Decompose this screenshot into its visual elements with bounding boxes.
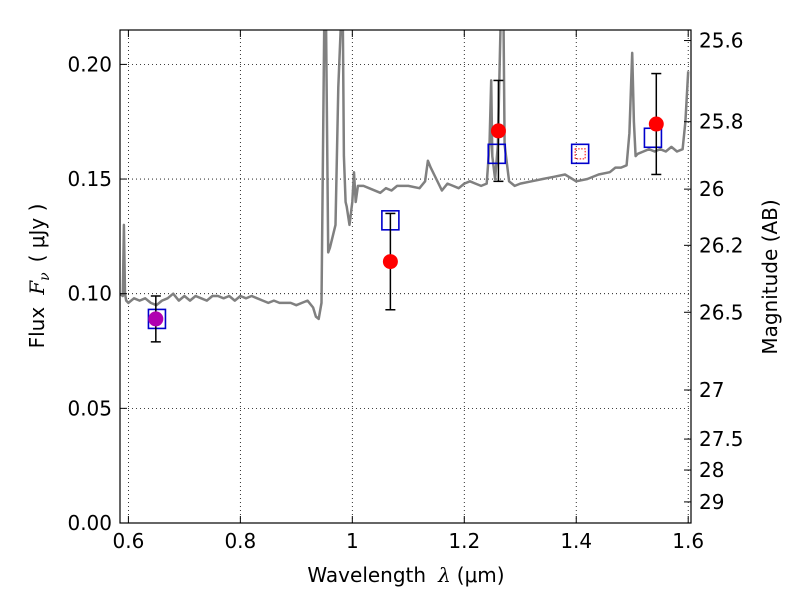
observed-flux-point <box>648 116 664 132</box>
y-tick-label: 0.10 <box>67 282 112 306</box>
x-tick-label: 1.6 <box>672 529 704 553</box>
axis-ticks: 0.6 0.8 1 1.2 1.4 1.6 0.00 0.05 0.10 0.15 0.20 25.6… <box>67 29 743 553</box>
observed-flux-point <box>490 123 506 139</box>
model-spectrum <box>120 30 690 321</box>
y2-tick-label: 26.5 <box>699 300 744 324</box>
x-tick-label: 1 <box>346 529 359 553</box>
y-tick-label: 0.20 <box>67 52 112 76</box>
y-tick-label: 0.05 <box>67 396 112 420</box>
observed-limit-marker <box>574 148 586 160</box>
y2-tick-label: 26 <box>699 177 724 201</box>
model-flux-square <box>487 143 507 165</box>
x-tick-label: 1.2 <box>448 529 480 553</box>
plot-frame <box>119 29 692 524</box>
grid-lines <box>120 30 691 524</box>
y2-tick-label: 26.2 <box>699 233 744 257</box>
model-flux-square <box>643 127 663 149</box>
x-tick-label: 1.4 <box>560 529 592 553</box>
observed-flux-point <box>148 311 164 327</box>
y2-tick-label: 25.6 <box>699 29 744 53</box>
observed-flux-point <box>382 254 398 270</box>
y2-tick-label: 28 <box>699 458 724 482</box>
y-tick-label: 0.15 <box>67 167 112 191</box>
y2-tick-label: 27 <box>699 378 724 402</box>
y2-tick-label: 27.5 <box>699 427 744 451</box>
y-tick-label: 0.00 <box>67 511 112 535</box>
y2-axis-label: Magnitude (AB) <box>758 199 782 354</box>
spectrum-line <box>120 30 690 321</box>
x-axis-label: Wavelength λ (μm) <box>307 563 504 587</box>
x-tick-label: 0.8 <box>224 529 256 553</box>
y2-tick-label: 25.8 <box>699 110 744 134</box>
y2-tick-label: 29 <box>699 490 724 514</box>
x-tick-label: 0.6 <box>112 529 144 553</box>
observed-photometry <box>148 72 664 343</box>
y-axis-label: FluxFν( μJy ) <box>25 204 53 349</box>
model-flux-square <box>570 143 590 165</box>
